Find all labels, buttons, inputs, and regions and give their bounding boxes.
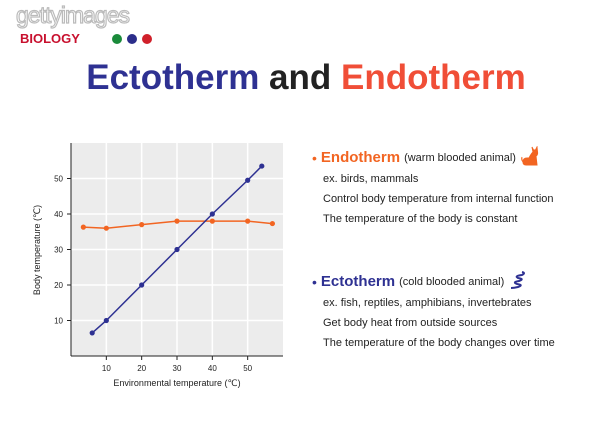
y-tick-label: 10	[54, 317, 63, 326]
endotherm-subtitle: (warm blooded animal)	[404, 151, 516, 164]
ectotherm-line: The temperature of the body changes over…	[323, 337, 555, 349]
x-tick-label: 10	[102, 364, 111, 373]
endotherm-point	[269, 220, 275, 227]
brand-dots	[112, 34, 152, 44]
y-tick-label: 40	[54, 210, 63, 219]
logo: gettyimages	[15, 2, 130, 29]
endotherm-point	[245, 218, 251, 224]
bullet: •	[312, 149, 317, 166]
ectotherm-point	[259, 163, 265, 169]
x-axis-label: Environmental temperature (℃)	[113, 378, 240, 388]
ectotherm-point	[89, 330, 95, 336]
endotherm-point	[209, 218, 215, 224]
y-tick-label: 50	[54, 175, 63, 184]
y-axis-label: Body temperature (℃)	[32, 205, 42, 295]
x-tick-label: 40	[208, 364, 217, 373]
title-ectotherm: Ectotherm	[86, 58, 260, 97]
brand-label: BIOLOGY	[20, 31, 80, 46]
ectotherm-point	[209, 211, 215, 217]
dot-red	[142, 34, 152, 44]
dot-green	[112, 34, 122, 44]
y-tick-label: 30	[54, 246, 63, 255]
dot-blue	[127, 34, 137, 44]
page-title: Ectotherm and Endotherm	[0, 58, 612, 98]
ectotherm-subtitle: (cold blooded animal)	[399, 275, 505, 288]
ectotherm-line: Get body heat from outside sources	[323, 317, 498, 329]
title-and: and	[259, 58, 342, 97]
ectotherm-section: • Ectotherm (cold blooded animal) ex. fi…	[312, 270, 555, 353]
endotherm-line: ex. birds, mammals	[323, 173, 419, 185]
cat-icon	[520, 145, 540, 169]
ectotherm-point	[139, 282, 145, 288]
endotherm-point	[103, 225, 109, 231]
ectotherm-line: ex. fish, reptiles, amphibians, inverteb…	[323, 297, 532, 309]
ectotherm-name: Ectotherm	[320, 273, 396, 290]
ectotherm-point	[103, 317, 109, 324]
x-tick-label: 20	[137, 364, 146, 373]
endotherm-point	[80, 224, 86, 230]
x-tick-label: 50	[243, 364, 252, 373]
watermark: gettyimages	[15, 2, 130, 28]
y-tick-label: 20	[54, 281, 63, 290]
endotherm-name: Endotherm	[320, 149, 401, 166]
snake-icon	[508, 270, 528, 293]
title-endotherm: Endotherm	[341, 58, 526, 97]
bullet: •	[312, 273, 317, 290]
ectotherm-point	[245, 177, 251, 183]
endotherm-point	[139, 222, 145, 228]
ectotherm-point	[174, 246, 180, 253]
endotherm-point	[174, 218, 180, 224]
endotherm-line: Control body temperature from internal f…	[323, 193, 554, 205]
endotherm-line: The temperature of the body is constant	[323, 213, 518, 225]
endotherm-section: • Endotherm (warm blooded animal) ex. bi…	[312, 145, 554, 229]
x-tick-label: 30	[173, 364, 182, 373]
